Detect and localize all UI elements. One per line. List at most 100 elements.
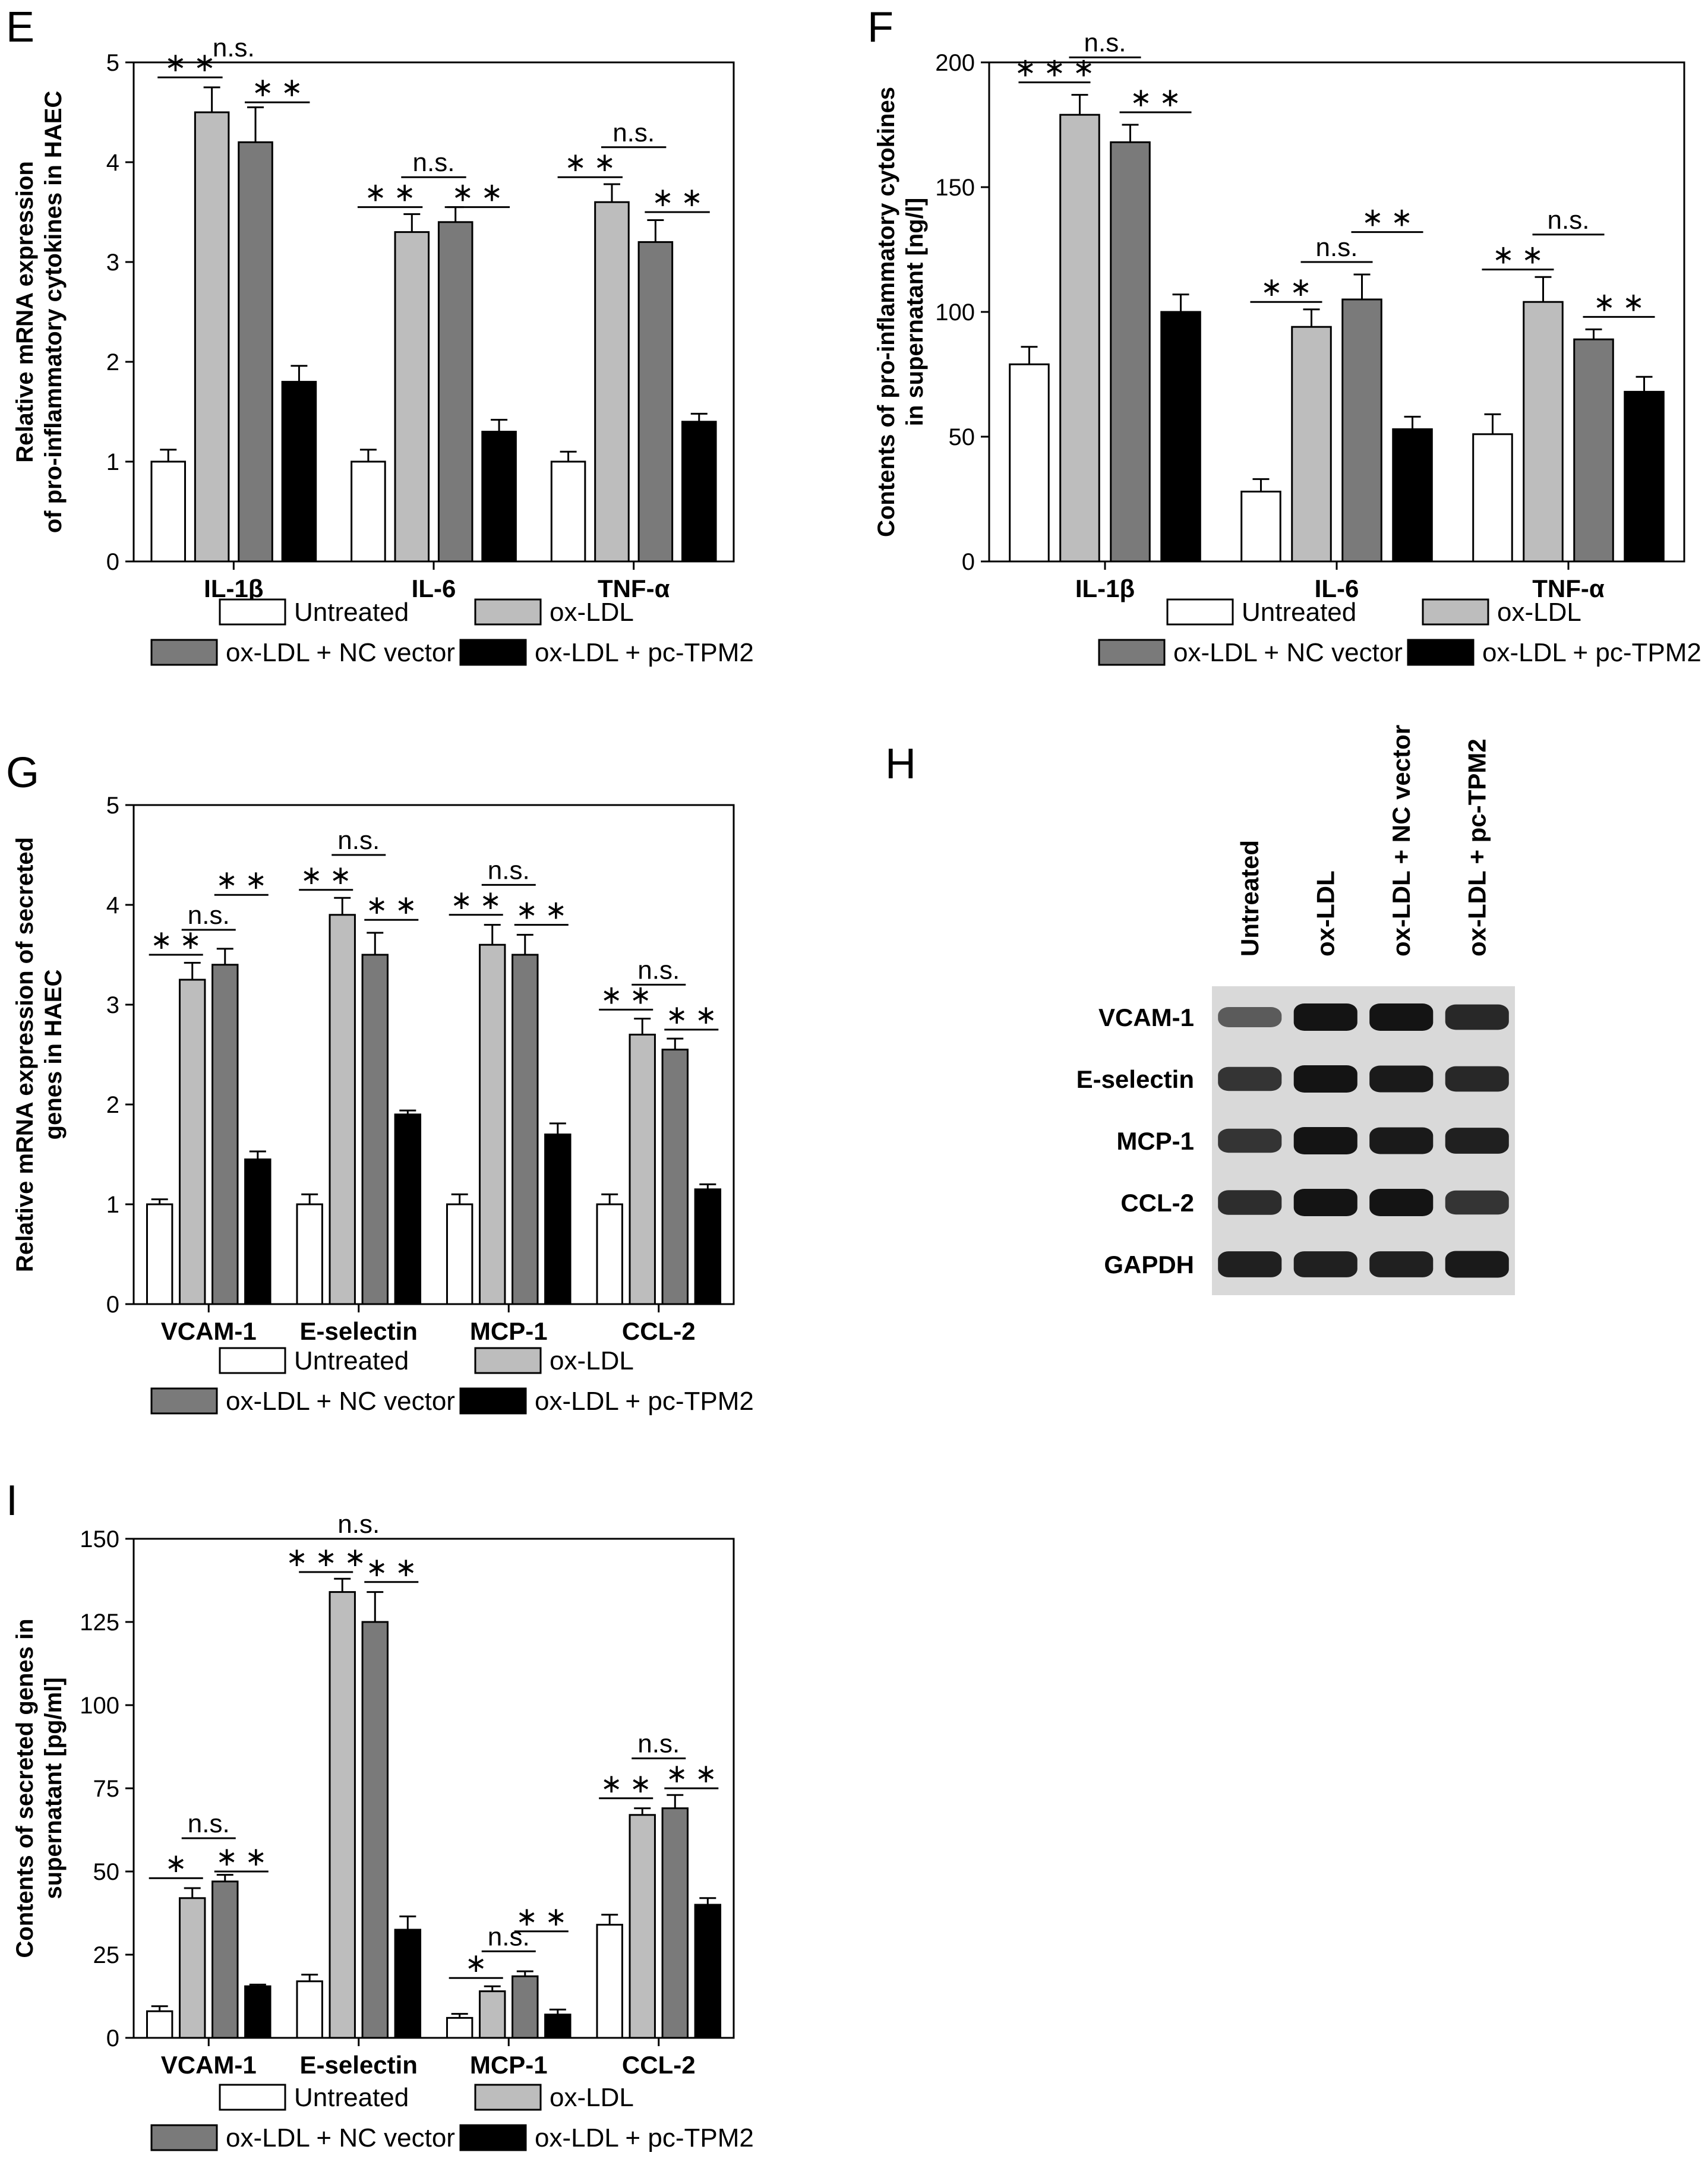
blot-band [1293, 1127, 1357, 1154]
bar-ox-ldl-nc-vector [512, 954, 539, 1305]
bar-ox-ldl-nc-vector [661, 1807, 689, 2039]
significance-label: ∗ ∗ [1593, 288, 1644, 317]
blot-band [1218, 1128, 1282, 1153]
legend-label: Untreated [294, 1346, 409, 1375]
bar-ox-ldl-pc-tpm2 [394, 1113, 422, 1305]
y-axis-label: of pro-inflammatory cytokines in HAEC [40, 91, 67, 534]
bar-ox-ldl-nc-vector [637, 241, 674, 563]
blot-band [1445, 1066, 1509, 1092]
bar-ox-ldl-nc-vector [361, 1621, 389, 2039]
significance-label: n.s. [637, 955, 680, 984]
legend-label: Untreated [294, 2083, 409, 2112]
blot-band [1369, 1003, 1434, 1031]
bar-ox-ldl [629, 1814, 656, 2039]
chart-panel-e: E 0 1 2 3 4 5 Relative mRNA expression of pro-in… [6, 4, 754, 667]
significance-label: ∗ ∗ [450, 886, 501, 915]
blot-band [1218, 1251, 1282, 1277]
bar-untreated [146, 1203, 173, 1305]
blot-band [1369, 1251, 1434, 1277]
x-category-label: MCP-1 [470, 2051, 548, 2079]
bar-ox-ldl-nc-vector [1341, 298, 1382, 563]
bar-ox-ldl-nc-vector [361, 954, 389, 1305]
x-category-label: IL-1β [1075, 575, 1135, 602]
significance-label: n.s. [488, 856, 530, 885]
legend-label: ox-LDL + NC vector [226, 638, 455, 667]
bar-ox-ldl [329, 1591, 356, 2039]
y-tick-label: 3 [106, 992, 119, 1018]
bar-ox-ldl [394, 231, 430, 563]
chart-panel-i: I 0 25 50 75 100 125 150 Contents of secreted ge… [6, 1477, 754, 2153]
bar-ox-ldl-pc-tpm2 [1392, 428, 1433, 563]
y-axis-label: supernatant [pg/ml] [40, 1677, 67, 1899]
x-category-label: CCL-2 [622, 2051, 696, 2079]
legend-label: Untreated [1242, 598, 1356, 627]
significance-label: ∗ ∗ [564, 148, 615, 177]
x-category-label: TNF-α [1532, 575, 1605, 602]
bar-ox-ldl [1059, 113, 1100, 563]
panel-label: G [6, 749, 39, 797]
legend-swatch [219, 1347, 286, 1374]
y-tick-label: 25 [93, 1942, 120, 1968]
bar-ox-ldl-pc-tpm2 [544, 1133, 572, 1305]
significance-label: ∗ ∗ [452, 178, 503, 207]
bar-ox-ldl-nc-vector [661, 1049, 689, 1305]
bar-untreated [1472, 433, 1513, 563]
legend-label: ox-LDL [1497, 598, 1581, 627]
bar-ox-ldl-nc-vector [512, 1975, 539, 2039]
bar-untreated [296, 1980, 323, 2039]
significance-label: n.s. [213, 33, 255, 62]
significance-label: ∗ ∗ [666, 1759, 717, 1788]
y-tick-label: 4 [106, 150, 119, 176]
significance-label: ∗ ∗ [1261, 273, 1312, 302]
significance-label: n.s. [188, 901, 230, 930]
bar-ox-ldl-pc-tpm2 [694, 1188, 722, 1305]
legend-swatch [219, 598, 286, 626]
legend-swatch [150, 2124, 218, 2151]
bar-ox-ldl-pc-tpm2 [244, 1985, 271, 2039]
legend-swatch [474, 598, 542, 626]
significance-label: ∗ ∗ [1130, 83, 1181, 112]
y-axis-label: Relative mRNA expression of secreted [12, 837, 38, 1272]
plot-frame [132, 804, 735, 1305]
y-tick-label: 50 [93, 1859, 120, 1885]
bar-untreated [596, 1924, 623, 2039]
y-tick-label: 5 [106, 50, 119, 76]
x-category-label: IL-6 [1315, 575, 1359, 602]
significance-label: n.s. [488, 1922, 530, 1951]
blot-row-label: E-selectin [1076, 1065, 1194, 1093]
significance-label: n.s. [188, 1809, 230, 1838]
legend-label: ox-LDL + pc-TPM2 [1482, 638, 1701, 667]
western-blot-panel-h: H Untreated ox-LDL ox-LDL + NC vector ox-LDL… [885, 725, 1515, 1295]
significance-label: ∗ [165, 1849, 187, 1878]
legend-swatch [1422, 598, 1489, 626]
bar-ox-ldl-nc-vector [1573, 338, 1614, 563]
y-tick-label: 150 [935, 175, 975, 201]
x-category-label: TNF-α [598, 575, 670, 602]
blot-band [1293, 1003, 1357, 1031]
bar-ox-ldl-pc-tpm2 [244, 1158, 271, 1305]
x-category-label: VCAM-1 [161, 1317, 257, 1345]
blot-band [1218, 1190, 1282, 1215]
bar-ox-ldl [179, 1897, 206, 2039]
significance-label: ∗ ∗ [516, 896, 567, 925]
y-tick-label: 5 [106, 793, 119, 819]
legend-swatch [459, 1387, 527, 1415]
bar-ox-ldl-pc-tpm2 [1160, 311, 1201, 563]
significance-label: ∗ ∗ [365, 178, 416, 207]
significance-label: n.s. [637, 1729, 680, 1759]
bar-ox-ldl [179, 979, 206, 1305]
significance-label: ∗ ∗ [252, 73, 303, 102]
y-tick-label: 1 [106, 449, 119, 475]
legend-label: ox-LDL [550, 1346, 634, 1375]
y-tick-label: 50 [949, 424, 975, 450]
significance-label: ∗ [465, 1949, 487, 1978]
bar-ox-ldl-pc-tpm2 [394, 1929, 422, 2039]
panel-label: E [6, 4, 34, 51]
bar-untreated [596, 1203, 623, 1305]
y-tick-label: 75 [93, 1776, 120, 1802]
significance-label: ∗ ∗ [366, 1553, 417, 1582]
significance-label: ∗ ∗ [1492, 241, 1543, 270]
blot-band [1445, 1190, 1509, 1215]
y-tick-label: 0 [962, 549, 975, 575]
significance-label: ∗ ∗ [1362, 203, 1413, 232]
